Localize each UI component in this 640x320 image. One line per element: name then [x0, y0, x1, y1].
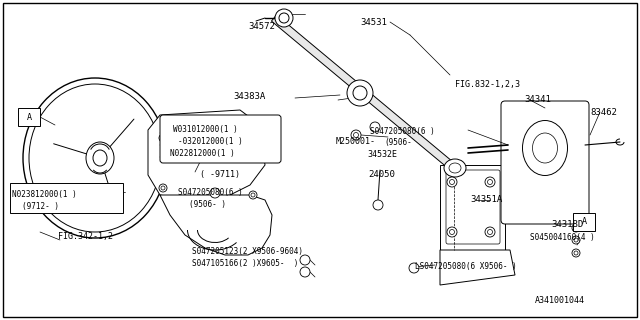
- Circle shape: [485, 227, 495, 237]
- Circle shape: [353, 86, 367, 100]
- Circle shape: [574, 226, 578, 230]
- Circle shape: [409, 263, 419, 273]
- Ellipse shape: [532, 133, 557, 163]
- Text: 34318D: 34318D: [551, 220, 583, 229]
- Text: LS047205080(6 X9506- ): LS047205080(6 X9506- ): [415, 262, 516, 271]
- Circle shape: [574, 238, 578, 242]
- Text: S047205080(6 ): S047205080(6 ): [370, 127, 435, 136]
- Text: FIG.832-1,2,3: FIG.832-1,2,3: [455, 80, 520, 89]
- Circle shape: [161, 186, 165, 190]
- Ellipse shape: [29, 84, 161, 232]
- Circle shape: [449, 180, 454, 185]
- Bar: [573, 213, 595, 231]
- Bar: [10, 183, 123, 213]
- Circle shape: [447, 177, 457, 187]
- Ellipse shape: [93, 150, 107, 166]
- Text: A: A: [582, 218, 586, 227]
- Text: N022812000(1 ): N022812000(1 ): [170, 149, 235, 158]
- Bar: [440, 165, 505, 250]
- Circle shape: [275, 9, 293, 27]
- Text: S047205123(2 X9506-9604): S047205123(2 X9506-9604): [192, 247, 303, 256]
- Ellipse shape: [449, 163, 461, 173]
- Circle shape: [159, 134, 167, 142]
- Text: 34351A: 34351A: [470, 195, 502, 204]
- Text: -032012000(1 ): -032012000(1 ): [178, 137, 243, 146]
- Circle shape: [447, 227, 457, 237]
- Ellipse shape: [522, 121, 568, 175]
- Text: N023812000(1 ): N023812000(1 ): [12, 190, 77, 199]
- Circle shape: [249, 191, 257, 199]
- Circle shape: [210, 188, 220, 198]
- Text: (9712- ): (9712- ): [22, 202, 59, 211]
- Circle shape: [351, 130, 361, 140]
- Bar: [18, 108, 40, 126]
- Text: ( -9711): ( -9711): [200, 170, 240, 179]
- Circle shape: [347, 80, 373, 106]
- Circle shape: [572, 236, 580, 244]
- Circle shape: [488, 180, 493, 185]
- FancyBboxPatch shape: [160, 115, 281, 163]
- Text: W031012000(1 ): W031012000(1 ): [173, 125, 237, 134]
- Circle shape: [159, 184, 167, 192]
- Text: 34572: 34572: [248, 22, 275, 31]
- Text: FIG.342-1,2: FIG.342-1,2: [58, 232, 113, 241]
- Circle shape: [279, 13, 289, 23]
- FancyBboxPatch shape: [501, 101, 589, 224]
- Ellipse shape: [23, 78, 167, 238]
- Circle shape: [370, 122, 380, 132]
- Text: 24050: 24050: [368, 170, 395, 179]
- Circle shape: [251, 193, 255, 197]
- Circle shape: [572, 249, 580, 257]
- Text: M250001-: M250001-: [336, 137, 376, 146]
- Ellipse shape: [444, 159, 466, 177]
- Text: 34383A: 34383A: [233, 92, 265, 101]
- Text: 34532E: 34532E: [367, 150, 397, 159]
- Circle shape: [373, 200, 383, 210]
- Circle shape: [161, 136, 165, 140]
- Polygon shape: [160, 195, 272, 255]
- Text: S047105166(2 )X9605-  ): S047105166(2 )X9605- ): [192, 259, 298, 268]
- Polygon shape: [271, 15, 456, 171]
- Circle shape: [260, 136, 264, 140]
- Circle shape: [449, 229, 454, 235]
- Text: S047205080(6 ): S047205080(6 ): [178, 188, 243, 197]
- Polygon shape: [148, 110, 265, 200]
- Text: 34531: 34531: [360, 18, 387, 27]
- Circle shape: [300, 255, 310, 265]
- Text: 34341: 34341: [524, 95, 551, 104]
- FancyBboxPatch shape: [446, 170, 500, 244]
- Text: 83462: 83462: [590, 108, 617, 117]
- Text: A: A: [26, 113, 31, 122]
- Circle shape: [300, 267, 310, 277]
- Text: A341001044: A341001044: [535, 296, 585, 305]
- Polygon shape: [440, 250, 515, 285]
- Text: (9506- ): (9506- ): [189, 200, 226, 209]
- Text: S045004160(4 ): S045004160(4 ): [530, 233, 595, 242]
- Ellipse shape: [86, 142, 114, 174]
- Circle shape: [353, 132, 358, 138]
- Circle shape: [485, 177, 495, 187]
- Circle shape: [258, 134, 266, 142]
- Text: (9506-: (9506-: [384, 138, 412, 147]
- Circle shape: [572, 224, 580, 232]
- Circle shape: [574, 251, 578, 255]
- Circle shape: [488, 229, 493, 235]
